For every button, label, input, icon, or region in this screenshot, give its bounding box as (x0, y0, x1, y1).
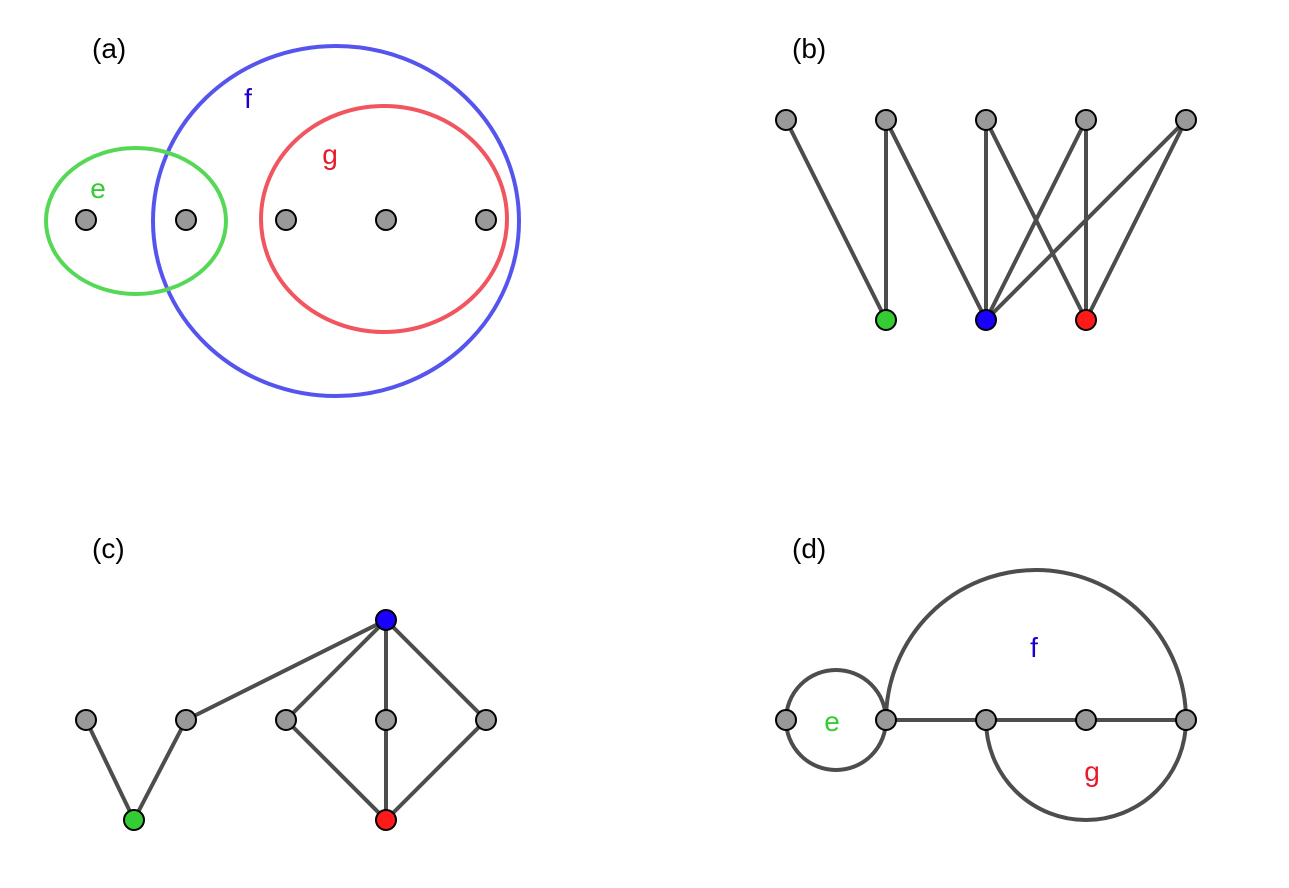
node-c2 (175, 709, 197, 731)
node-b3 (975, 109, 997, 131)
edge-c8 (384, 718, 488, 822)
set-f-ellipse (151, 44, 521, 398)
arc-f-label: f (1030, 632, 1038, 663)
node-b1 (775, 109, 797, 131)
set-g-ellipse (259, 104, 509, 334)
panel-a-label: (a) (92, 33, 126, 64)
panel-d: (d) e f g (775, 533, 1197, 822)
node-d5 (1175, 709, 1197, 731)
edge-b3 (884, 118, 988, 322)
node-d4 (1075, 709, 1097, 731)
set-f-label: f (244, 83, 252, 114)
node-b-g (1075, 309, 1097, 331)
edge-b8 (984, 118, 1188, 322)
node-b4 (1075, 109, 1097, 131)
node-a3 (275, 209, 297, 231)
edge-b1 (784, 118, 888, 322)
panel-c: (c) (75, 533, 497, 831)
node-c4 (375, 709, 397, 731)
set-e-ellipse (44, 146, 228, 296)
arc-g-label: g (1084, 756, 1100, 787)
node-a5 (475, 209, 497, 231)
panel-b: (b) (775, 33, 1197, 331)
edge-b6 (984, 118, 1088, 322)
node-d3 (975, 709, 997, 731)
arc-g (984, 718, 1188, 822)
node-b5 (1175, 109, 1197, 131)
node-d1 (775, 709, 797, 731)
node-c-f (375, 609, 397, 631)
edge-c1 (84, 718, 136, 822)
node-c5 (475, 709, 497, 731)
set-e-label: e (90, 173, 106, 204)
node-b2 (875, 109, 897, 131)
node-b-e (875, 309, 897, 331)
edge-c6 (384, 618, 488, 722)
arc-e-label: e (824, 706, 840, 737)
node-b-f (975, 309, 997, 331)
edge-c4 (284, 618, 388, 722)
node-a2 (175, 209, 197, 231)
edge-c3 (184, 618, 388, 722)
node-c-e (123, 809, 145, 831)
node-d2 (875, 709, 897, 731)
panel-b-label: (b) (792, 33, 826, 64)
panel-a: (a) e f g (44, 33, 521, 398)
panel-d-label: (d) (792, 533, 826, 564)
node-c1 (75, 709, 97, 731)
edge-c7 (284, 718, 388, 822)
node-a1 (75, 209, 97, 231)
node-a4 (375, 209, 397, 231)
node-c-g (375, 809, 397, 831)
node-c3 (275, 709, 297, 731)
panel-c-label: (c) (92, 533, 125, 564)
edge-c2 (132, 718, 188, 822)
arc-f (884, 568, 1188, 722)
set-g-label: g (322, 139, 338, 170)
edge-b9 (1084, 118, 1188, 322)
